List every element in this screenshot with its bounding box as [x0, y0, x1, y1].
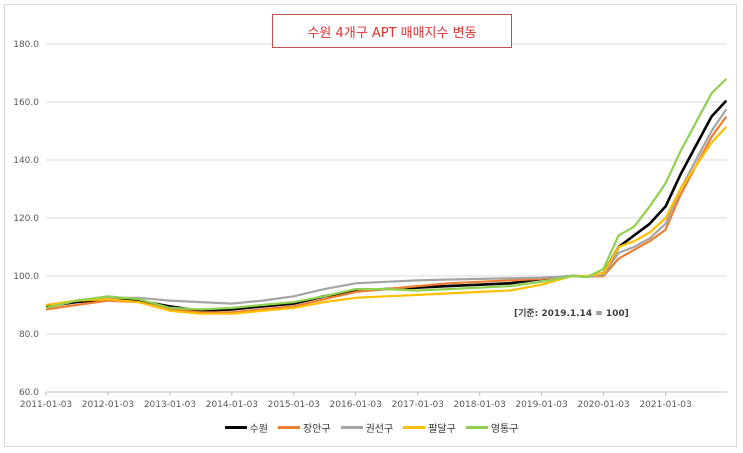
x-tick-label: 2014-01-03 [206, 400, 258, 410]
axis-layer: 60.0 80.0 100.0 120.0 140.0 160.0 180.0 2011-01… [13, 40, 727, 410]
legend-item-suwon: 수원 [224, 420, 268, 435]
y-tick-label: 80.0 [19, 330, 39, 340]
grid-layer [46, 43, 727, 393]
x-tick-label: 2018-01-03 [454, 400, 506, 410]
legend-item-yeongtong: 영통구 [465, 420, 519, 435]
y-tick-label: 60.0 [19, 388, 39, 398]
legend-label-suwon: 수원 [249, 424, 268, 435]
x-tick-label: 2016-01-03 [330, 400, 382, 410]
legend-swatch-gwonseon [340, 426, 363, 429]
legend-swatch-paldal [403, 426, 426, 429]
chart-title-text: 수원 4개구 APT 매매지수 변동 [307, 25, 477, 41]
series-line-1 [45, 115, 728, 314]
x-tick-label: 2012-01-03 [82, 400, 134, 410]
y-tick-label: 140.0 [13, 156, 39, 166]
series-line-0 [45, 99, 728, 313]
x-tick-label: 2013-01-03 [144, 400, 196, 410]
legend-item-jangan: 장안구 [277, 420, 331, 435]
legend-item-gwonseon: 권선구 [340, 420, 394, 435]
x-tick-label: 2021-01-03 [639, 400, 691, 410]
series-layer [45, 78, 728, 315]
chart-frame [4, 4, 737, 447]
legend-swatch-yeongtong [465, 426, 488, 429]
series-line-3 [45, 125, 728, 315]
y-tick-label: 100.0 [13, 272, 39, 282]
baseline-annotation: [기준: 2019.1.14 = 100] [514, 309, 629, 319]
y-tick-label: 180.0 [13, 40, 39, 50]
x-tick-label: 2015-01-03 [268, 400, 320, 410]
legend-swatch-suwon [224, 426, 247, 429]
legend-label-gwonseon: 권선구 [365, 424, 394, 435]
chart-title: 수원 4개구 APT 매매지수 변동 [272, 14, 512, 48]
legend-item-paldal: 팔달구 [403, 420, 456, 435]
legend-label-jangan: 장안구 [302, 424, 331, 435]
x-tick-label: 2020-01-03 [577, 400, 629, 410]
legend-label-yeongtong: 영통구 [490, 424, 519, 435]
series-line-2 [45, 108, 728, 309]
legend: 수원 장안구 권선구 팔달구 영통구 [0, 420, 743, 435]
x-tick-label: 2017-01-03 [392, 400, 444, 410]
series-line-4 [45, 78, 728, 311]
legend-swatch-jangan [277, 426, 300, 429]
y-tick-label: 120.0 [13, 214, 39, 224]
x-tick-label: 2019-01-03 [515, 400, 567, 410]
x-tick-label: 2011-01-03 [20, 400, 72, 410]
y-tick-label: 160.0 [13, 98, 39, 108]
legend-label-paldal: 팔달구 [428, 424, 456, 435]
